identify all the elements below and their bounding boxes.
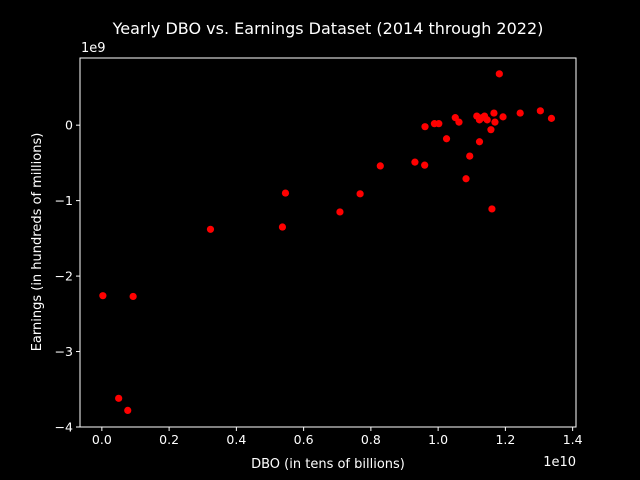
data-point <box>442 135 451 143</box>
y-tick-label: −3 <box>55 344 73 359</box>
x-tick-label: 0.8 <box>361 432 381 447</box>
x-tick-label: 0.2 <box>159 432 179 447</box>
x-tick-label: 1.0 <box>428 432 448 447</box>
data-point <box>124 406 132 414</box>
data-point <box>499 113 507 121</box>
x-offset-label: 1e10 <box>543 455 576 470</box>
x-tick-label: 0.6 <box>294 432 314 447</box>
data-points <box>99 70 556 414</box>
data-point <box>356 190 364 198</box>
data-point <box>129 292 137 301</box>
chart-title: Yearly DBO vs. Earnings Dataset (2014 th… <box>112 19 544 38</box>
x-axis-ticks: 0.0 0.2 0.4 0.6 0.8 1.0 1.2 1.4 <box>92 427 583 447</box>
y-axis-ticks: −4 −3 −2 −1 0 <box>55 118 80 435</box>
x-axis-label: DBO (in tens of billions) <box>251 457 405 472</box>
y-offset-label: 1e9 <box>81 41 106 56</box>
y-axis-label: Earnings (in hundreds of millions) <box>30 133 45 352</box>
data-point <box>516 109 524 117</box>
data-point <box>490 109 498 117</box>
data-point <box>455 118 463 126</box>
data-point <box>488 205 496 213</box>
data-point <box>421 123 429 131</box>
data-point <box>99 292 107 300</box>
x-tick-label: 0.4 <box>226 432 246 447</box>
data-point <box>547 114 556 122</box>
data-point <box>376 162 384 170</box>
data-point <box>435 120 443 128</box>
y-tick-label: −4 <box>55 420 73 435</box>
data-point <box>483 116 491 124</box>
data-point <box>336 208 344 216</box>
data-point <box>411 158 419 166</box>
y-tick-label: 0 <box>65 118 73 133</box>
data-point <box>487 126 495 134</box>
data-point <box>278 223 287 231</box>
data-point <box>281 189 290 197</box>
data-point <box>462 175 470 183</box>
data-point <box>421 161 429 169</box>
y-tick-label: −2 <box>55 269 73 284</box>
data-point <box>536 107 544 115</box>
data-point <box>475 138 484 146</box>
x-tick-label: 1.2 <box>495 432 515 447</box>
data-point <box>491 118 499 126</box>
data-point <box>206 225 215 233</box>
data-point <box>115 394 123 402</box>
plot-frame <box>79 57 577 428</box>
data-point <box>466 152 474 160</box>
y-tick-label: −1 <box>55 193 73 208</box>
x-tick-label: 0.0 <box>92 432 112 447</box>
data-point <box>495 70 503 78</box>
x-tick-label: 1.4 <box>563 432 583 447</box>
